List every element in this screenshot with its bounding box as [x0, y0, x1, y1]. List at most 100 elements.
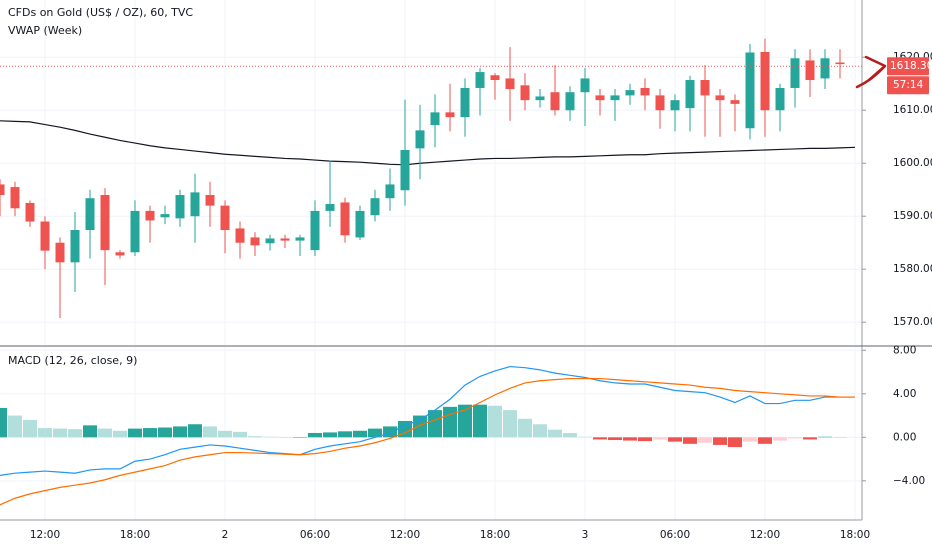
histogram-bar: [128, 428, 142, 438]
x-tick-label: 2: [222, 529, 229, 541]
histogram-bar: [278, 437, 292, 438]
candle-body: [25, 202, 35, 222]
candle-body: [310, 210, 320, 251]
histogram-bar: [293, 437, 307, 438]
indicator-title: VWAP (Week): [8, 24, 82, 37]
histogram-bar: [338, 431, 352, 438]
y-tick-label: 1600.00: [893, 157, 932, 169]
histogram-bar: [173, 426, 187, 438]
y-tick-label: 1610.00: [893, 104, 932, 116]
histogram-bar: [818, 436, 832, 438]
y-tick-label: 8.00: [893, 344, 916, 356]
histogram-bar: [563, 432, 577, 438]
candle-body: [265, 238, 275, 244]
candle-body: [130, 210, 140, 253]
histogram-bar: [653, 437, 667, 440]
candle-body: [190, 192, 200, 217]
histogram-bar: [623, 437, 637, 441]
x-tick-label: 12:00: [390, 529, 420, 541]
histogram-bar: [353, 430, 367, 438]
x-tick-label: 3: [582, 529, 589, 541]
histogram-bar: [233, 431, 247, 438]
histogram-bar: [683, 437, 697, 444]
candle-body: [355, 210, 365, 238]
histogram-bar: [218, 430, 232, 438]
x-tick-label: 12:00: [30, 529, 60, 541]
candle-body: [685, 80, 695, 109]
histogram-bar: [368, 428, 382, 438]
y-tick-label: 4.00: [893, 388, 916, 400]
histogram-bar: [638, 437, 652, 442]
candle-body: [160, 214, 170, 218]
candle-body: [175, 195, 185, 219]
candle-body: [565, 92, 575, 111]
histogram-bar: [8, 415, 22, 438]
candle-body: [670, 100, 680, 111]
histogram-bar: [773, 437, 787, 441]
candle-body: [490, 75, 500, 81]
line-series: [0, 365, 855, 476]
candle-body: [610, 95, 620, 101]
x-tick-label: 18:00: [120, 529, 150, 541]
candle-body: [445, 112, 455, 118]
y-tick-label: 1590.00: [893, 210, 932, 222]
candle-body: [0, 184, 5, 196]
candle-body: [640, 87, 650, 96]
histogram-bar: [413, 415, 427, 438]
candle-body: [655, 95, 665, 111]
candle-body: [820, 58, 830, 79]
candle-body: [415, 130, 425, 149]
candle-body: [595, 95, 605, 101]
countdown-label: 57:14: [893, 79, 924, 91]
histogram-bar: [668, 437, 682, 442]
histogram-bar: [698, 437, 712, 443]
candle-body: [115, 252, 125, 256]
candle-body: [550, 92, 560, 111]
histogram-bar: [383, 426, 397, 438]
chart-title: CFDs on Gold (US$ / OZ), 60, TVC: [8, 6, 193, 19]
x-tick-label: 18:00: [840, 529, 870, 541]
histogram-bar: [143, 428, 157, 438]
candle-body: [760, 51, 770, 111]
histogram-bar: [203, 426, 217, 438]
macd-title: MACD (12, 26, close, 9): [8, 354, 137, 367]
candle-body: [430, 112, 440, 126]
candle-body: [715, 95, 725, 101]
histogram-bar: [533, 424, 547, 438]
candle-body: [70, 230, 80, 263]
histogram-bar: [503, 410, 517, 438]
y-tick-label: −4.00: [893, 475, 925, 487]
candle-body: [625, 90, 635, 96]
candle-body: [580, 78, 590, 93]
y-tick-label: 0.00: [893, 431, 916, 443]
candle-body: [250, 237, 260, 246]
candle-body: [295, 237, 305, 241]
candle-body: [55, 242, 65, 263]
histogram-bar: [488, 405, 502, 438]
histogram-bar: [458, 404, 472, 438]
candle-body: [85, 198, 95, 230]
arrow-annotation: [855, 55, 887, 89]
x-tick-label: 12:00: [750, 529, 780, 541]
last-price-label: 1618.30: [890, 60, 932, 72]
histogram-bar: [758, 437, 772, 444]
histogram-bar: [23, 419, 37, 438]
histogram-bar: [713, 437, 727, 445]
candle-body: [235, 228, 245, 243]
histogram-bar: [248, 436, 262, 438]
histogram-bar: [98, 428, 112, 438]
y-tick-label: 1580.00: [893, 263, 932, 275]
last-price-box: [887, 57, 929, 76]
line-series: [0, 377, 855, 506]
candle-body: [775, 87, 785, 111]
candle-body: [520, 85, 530, 101]
histogram-bar: [578, 436, 592, 438]
histogram-bar: [833, 437, 847, 438]
x-tick-label: 18:00: [480, 529, 510, 541]
candle-body: [205, 195, 215, 206]
candle-body: [10, 187, 20, 209]
histogram-bar: [548, 429, 562, 438]
histogram-bar: [788, 437, 802, 439]
candle-body: [535, 96, 545, 101]
